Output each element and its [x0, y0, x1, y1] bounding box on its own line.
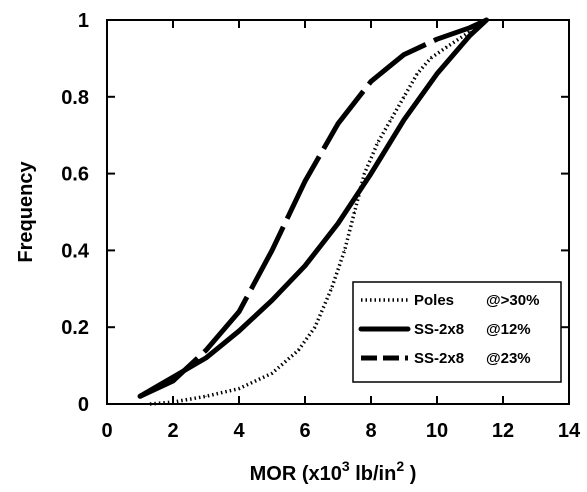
data-point [172, 401, 174, 403]
series-line-1 [137, 17, 489, 399]
x-tick-label: 10 [426, 420, 448, 442]
y-tick-label: 0 [78, 394, 89, 416]
data-point [271, 299, 273, 301]
data-point [304, 180, 306, 182]
data-point [344, 249, 346, 251]
legend-series-suffix: @12% [486, 321, 531, 338]
data-point [330, 288, 332, 290]
x-axis-ticks: 0 2 4 6 8 10 12 14 [101, 20, 581, 442]
legend-series-name: Poles [414, 292, 454, 309]
data-point [271, 249, 273, 251]
data-point [337, 123, 339, 125]
data-point [469, 27, 471, 29]
data-point [403, 119, 405, 121]
data-point [370, 173, 372, 175]
data-point [390, 119, 392, 121]
series-layer [137, 17, 489, 406]
data-point [403, 96, 405, 98]
x-tick-label: 2 [167, 420, 178, 442]
x-axis-title-main: MOR (x10 [250, 463, 342, 485]
data-point [363, 173, 365, 175]
data-point [205, 395, 207, 397]
data-point [205, 357, 207, 359]
x-axis-title: MOR (x103 lb/in2 ) [250, 458, 417, 485]
data-point [149, 403, 151, 405]
data-point [314, 326, 316, 328]
data-point [416, 73, 418, 75]
series-line-0 [149, 30, 471, 406]
y-axis-ticks: 0 0.2 0.4 0.6 0.8 1 [61, 10, 569, 416]
x-axis-title-unit-sup: 2 [396, 458, 404, 474]
x-tick-label: 8 [365, 420, 376, 442]
legend-series-name: SS-2x8 [414, 321, 464, 338]
x-axis-title-unit: lb/in [350, 463, 397, 485]
data-point [139, 395, 141, 397]
data-point [370, 80, 372, 83]
data-point [469, 34, 471, 36]
x-axis-title-close: ) [404, 463, 416, 485]
x-tick-label: 0 [101, 420, 112, 442]
data-point [485, 19, 488, 21]
data-point [403, 53, 405, 56]
x-axis-title-sup: 3 [342, 458, 350, 474]
legend-box [352, 281, 562, 383]
data-point [238, 311, 240, 313]
y-tick-label: 0.6 [61, 164, 89, 186]
legend-series-suffix: @>30% [486, 292, 539, 309]
legend-series-suffix: @23% [486, 350, 531, 367]
data-point [238, 388, 240, 390]
data-point [304, 265, 306, 267]
data-point [353, 211, 356, 213]
data-point [446, 46, 448, 48]
x-tick-label: 6 [299, 420, 310, 442]
data-point [337, 222, 339, 225]
data-point [238, 330, 240, 332]
series-line-2 [138, 17, 488, 399]
data-point [172, 380, 174, 382]
legend: Poles @>30% SS-2x8 @12% SS-2x8 @23% [352, 281, 562, 383]
y-tick-label: 0.8 [61, 87, 89, 109]
y-tick-label: 0.2 [61, 317, 89, 339]
legend-items: Poles @>30% SS-2x8 @12% SS-2x8 @23% [358, 292, 539, 367]
data-point [205, 349, 207, 351]
data-point [377, 142, 379, 144]
y-tick-label: 1 [78, 10, 89, 32]
data-point [429, 57, 431, 60]
data-point [436, 38, 438, 40]
data-point [297, 349, 299, 351]
data-point [436, 73, 438, 75]
legend-series-name: SS-2x8 [414, 350, 464, 367]
y-tick-label: 0.4 [61, 240, 90, 262]
x-tick-label: 14 [558, 420, 581, 442]
x-tick-label: 12 [492, 420, 514, 442]
plot-area [106, 19, 570, 405]
plot-frame [106, 19, 570, 405]
x-tick-label: 4 [233, 420, 245, 442]
y-axis-title: Frequency [15, 161, 37, 263]
data-point [271, 372, 273, 374]
